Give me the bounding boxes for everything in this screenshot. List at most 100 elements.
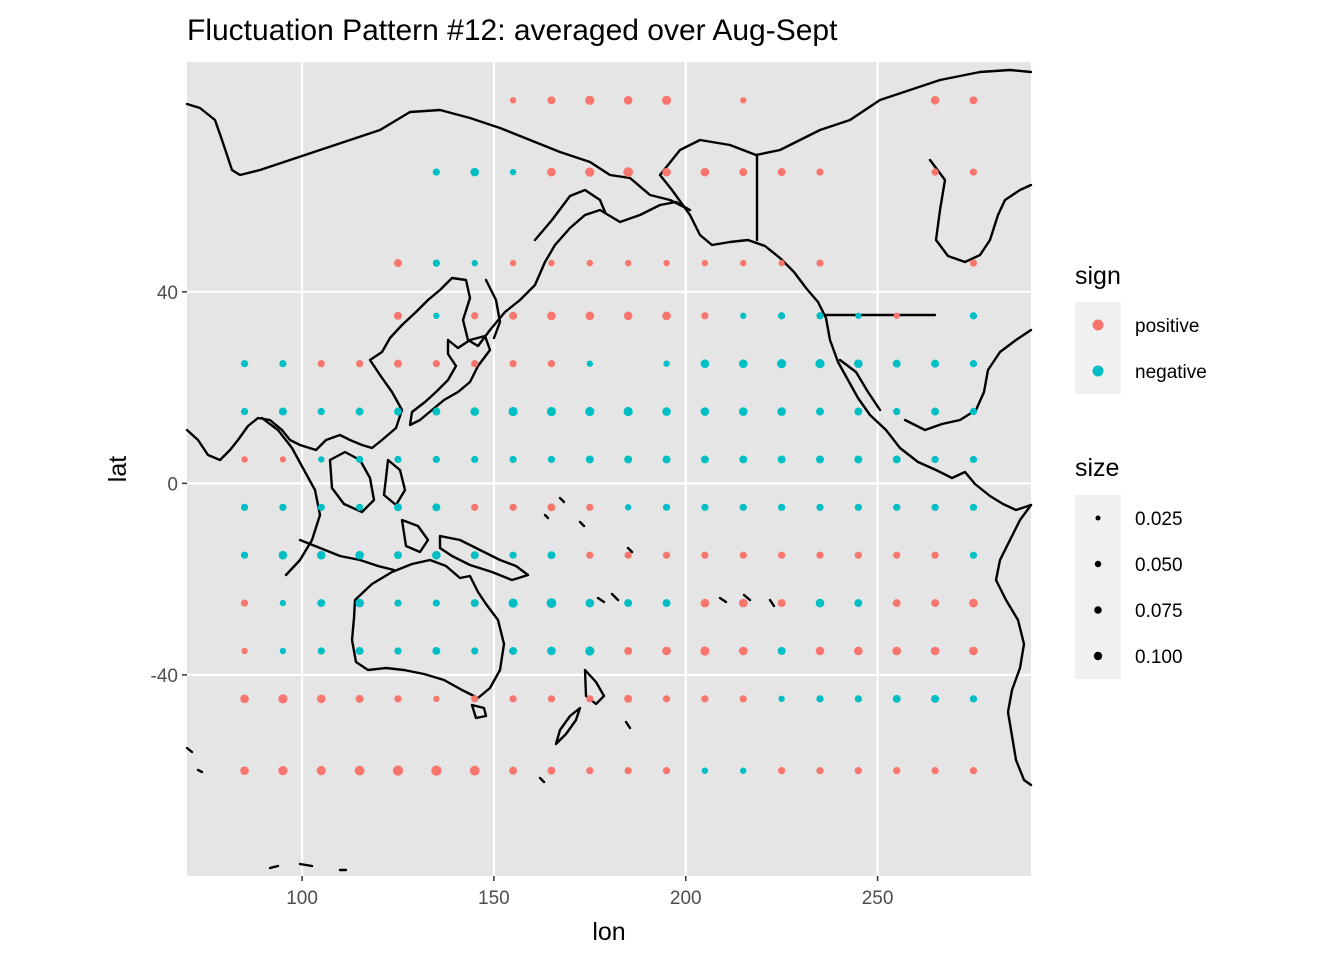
data-point-negative	[969, 551, 978, 559]
data-point-positive	[969, 96, 978, 105]
legend-size-title: size	[1075, 454, 1119, 482]
data-point-negative	[508, 598, 518, 608]
legend-size: size 0.025 0.050 0.075 0.100	[1075, 454, 1183, 679]
data-point-negative	[969, 503, 978, 511]
data-point-negative	[317, 407, 325, 416]
data-point-negative	[855, 312, 862, 319]
legend-size-key-background	[1075, 495, 1121, 679]
data-point-negative	[547, 646, 556, 656]
data-point-negative	[701, 503, 709, 511]
data-point-positive	[931, 551, 939, 559]
data-point-positive	[316, 766, 326, 776]
data-point-positive	[547, 96, 556, 105]
data-point-positive	[738, 646, 748, 656]
data-points	[240, 95, 978, 776]
data-point-negative	[546, 598, 557, 608]
legend-size-swatch-3	[1094, 606, 1102, 614]
y-axis-title: lat	[104, 456, 132, 482]
data-point-positive	[471, 360, 479, 368]
data-point-positive	[509, 259, 517, 267]
data-point-negative	[969, 312, 978, 320]
data-point-positive	[816, 767, 824, 775]
data-point-positive	[316, 694, 326, 704]
data-point-positive	[624, 646, 633, 655]
data-point-positive	[623, 311, 633, 321]
data-point-positive	[892, 646, 902, 656]
data-point-negative	[509, 168, 517, 176]
data-point-negative	[892, 694, 901, 703]
chart-title: Fluctuation Pattern #12: averaged over A…	[187, 14, 838, 47]
data-point-positive	[509, 97, 517, 104]
data-point-negative	[816, 407, 824, 416]
data-point-negative	[969, 407, 978, 416]
data-point-positive	[930, 646, 940, 656]
data-point-positive	[432, 360, 440, 368]
data-point-positive	[279, 456, 287, 463]
legend-positive-swatch	[1092, 319, 1104, 331]
data-point-negative	[662, 503, 671, 511]
data-point-negative	[432, 455, 440, 464]
data-point-positive	[586, 259, 593, 267]
data-point-negative	[240, 503, 249, 511]
data-point-positive	[700, 646, 710, 656]
data-point-negative	[778, 695, 785, 703]
data-point-positive	[624, 551, 632, 559]
data-point-positive	[701, 312, 709, 320]
data-point-negative	[356, 503, 364, 511]
data-point-negative	[470, 407, 480, 416]
data-point-positive	[778, 551, 786, 559]
data-point-positive	[623, 95, 633, 105]
data-point-positive	[969, 598, 978, 608]
data-point-negative	[278, 550, 288, 560]
data-point-negative	[662, 455, 671, 464]
data-point-negative	[432, 646, 441, 655]
legend-size-swatch-2	[1094, 560, 1102, 568]
data-point-negative	[508, 406, 518, 417]
data-point-positive	[662, 646, 671, 656]
x-axis-title: lon	[592, 918, 625, 946]
data-point-negative	[624, 455, 633, 464]
data-point-positive	[931, 168, 939, 176]
data-point-positive	[394, 259, 402, 268]
x-axis: 100 150 200 250	[286, 876, 893, 909]
data-point-negative	[585, 455, 594, 464]
data-point-positive	[547, 167, 556, 177]
data-point-positive	[240, 599, 249, 607]
legend-size-label-1: 0.025	[1135, 509, 1183, 530]
canada-border	[755, 153, 937, 317]
data-point-negative	[585, 406, 595, 417]
data-point-negative	[433, 312, 440, 319]
data-point-positive	[893, 312, 900, 319]
data-point-positive	[701, 259, 709, 267]
data-point-negative	[278, 407, 287, 416]
japan-coastline	[408, 334, 492, 427]
data-point-positive	[740, 97, 747, 104]
data-point-positive	[394, 695, 402, 703]
data-point-positive	[547, 503, 556, 512]
data-point-positive	[509, 766, 518, 775]
data-point-negative	[355, 598, 364, 608]
data-point-positive	[854, 646, 863, 656]
data-point-negative	[586, 360, 593, 367]
data-point-positive	[662, 695, 671, 703]
data-point-positive	[778, 767, 786, 775]
legend-size-label-2: 0.050	[1135, 555, 1183, 576]
data-point-negative	[355, 407, 364, 416]
data-point-negative	[777, 455, 786, 464]
data-point-positive	[586, 767, 594, 775]
data-point-negative	[585, 598, 595, 608]
x-tick-label-250: 250	[862, 888, 894, 909]
data-point-positive	[815, 646, 825, 656]
data-point-positive	[624, 694, 633, 703]
data-point-negative	[471, 647, 479, 655]
data-point-positive	[471, 503, 479, 511]
data-point-positive	[547, 360, 556, 368]
data-point-positive	[969, 259, 978, 267]
data-point-negative	[816, 455, 824, 464]
data-point-positive	[509, 360, 517, 368]
data-point-positive	[663, 259, 670, 267]
data-point-positive	[240, 694, 249, 704]
data-point-negative	[470, 599, 479, 608]
data-point-positive	[317, 360, 325, 368]
data-point-negative	[547, 551, 556, 560]
